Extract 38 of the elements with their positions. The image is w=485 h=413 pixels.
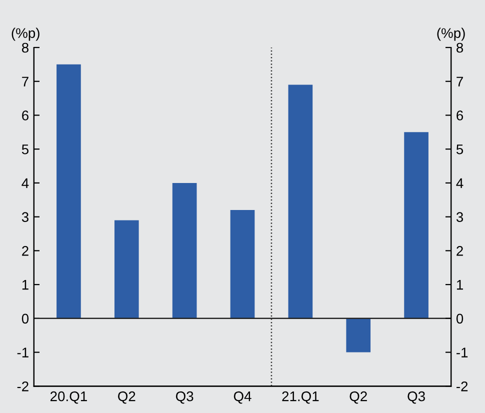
y2-tick-label: -2 bbox=[456, 381, 468, 392]
y2-tick-label: -1 bbox=[456, 348, 468, 358]
y2-tick-label: 1 bbox=[456, 280, 463, 290]
y-tick-label: 0 bbox=[22, 314, 29, 324]
x-tick-label: Q2 bbox=[350, 391, 367, 404]
y-tick-label: 7 bbox=[22, 76, 28, 86]
y-tick-label: 1 bbox=[22, 280, 28, 290]
y-axis-title: (%p) bbox=[12, 28, 40, 41]
y2-tick-label: 0 bbox=[456, 314, 464, 324]
bar bbox=[172, 182, 197, 318]
x-tick-label: Q3 bbox=[408, 391, 425, 404]
y-tick-label: -1 bbox=[17, 348, 28, 358]
y-tick-label: 5 bbox=[22, 144, 29, 154]
bar bbox=[346, 318, 371, 352]
x-tick-label: 21.Q1 bbox=[282, 391, 319, 404]
x-tick-label: Q2 bbox=[118, 391, 136, 404]
x-tick-label: 20.Q1 bbox=[50, 391, 87, 404]
y2-tick-label: 2 bbox=[456, 246, 463, 256]
y2-tick-label: 8 bbox=[456, 42, 464, 53]
y2-tick-label: 7 bbox=[456, 76, 463, 86]
y2-tick-label: 6 bbox=[456, 110, 464, 120]
y2-tick-label: 3 bbox=[456, 212, 464, 222]
bar bbox=[114, 220, 139, 318]
x-tick-label: Q3 bbox=[176, 391, 194, 404]
bar bbox=[404, 132, 428, 318]
y-tick-label: 2 bbox=[22, 246, 28, 256]
y2-axis-title: (%p) bbox=[437, 28, 465, 41]
bar bbox=[288, 84, 313, 318]
y-tick-label: 6 bbox=[22, 110, 28, 120]
y-tick-label: 4 bbox=[22, 178, 29, 188]
y2-tick-label: 4 bbox=[456, 178, 464, 188]
y2-tick-label: 5 bbox=[456, 144, 464, 154]
bar bbox=[56, 64, 81, 318]
bar bbox=[230, 210, 255, 318]
y-tick-label: -2 bbox=[17, 381, 28, 392]
y-tick-label: 3 bbox=[22, 212, 28, 222]
x-tick-label: Q4 bbox=[234, 391, 252, 404]
y-tick-label: 8 bbox=[22, 42, 28, 53]
